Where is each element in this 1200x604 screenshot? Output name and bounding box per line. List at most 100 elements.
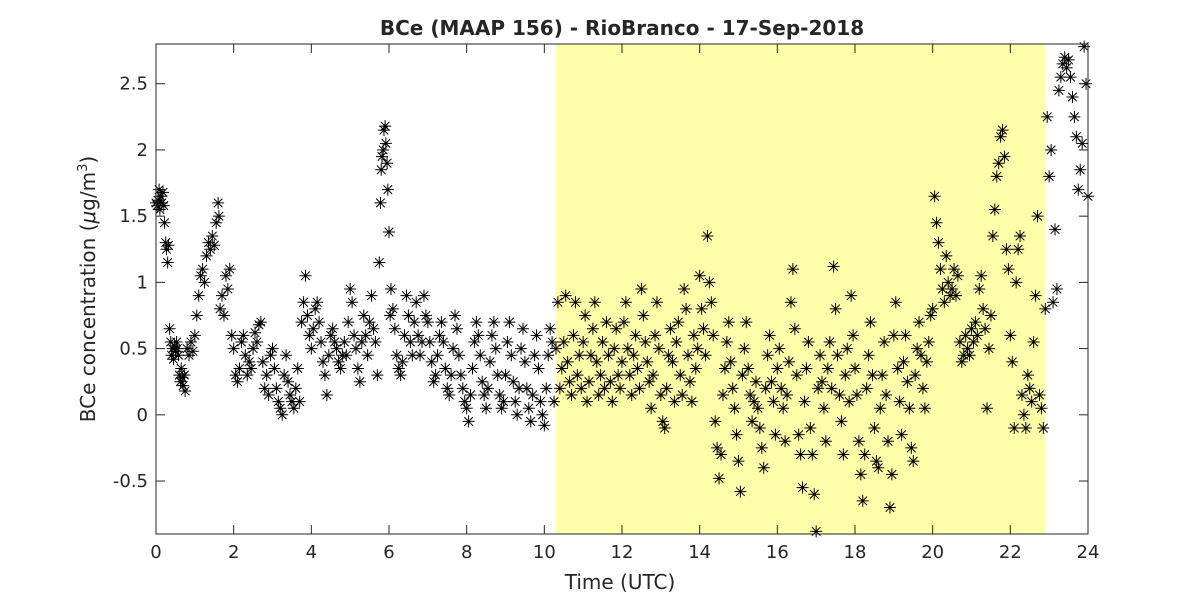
data-point xyxy=(379,120,392,133)
y-tick-label: 0 xyxy=(137,405,148,426)
data-point xyxy=(297,296,310,309)
data-point xyxy=(930,216,943,229)
y-axis-label-sup: 3 xyxy=(76,164,91,172)
data-point xyxy=(233,362,246,375)
data-point xyxy=(363,316,376,329)
data-point xyxy=(396,355,409,368)
data-point xyxy=(526,388,539,401)
data-point xyxy=(160,243,173,256)
data-point xyxy=(602,349,615,362)
data-point xyxy=(468,335,481,348)
x-tick: 2 xyxy=(228,44,239,563)
data-point xyxy=(874,402,887,415)
data-point xyxy=(1060,61,1073,74)
data-point xyxy=(784,296,797,309)
data-point xyxy=(918,402,931,415)
data-point xyxy=(212,210,225,223)
data-point xyxy=(1043,170,1056,183)
data-point xyxy=(476,375,489,388)
data-point xyxy=(270,382,283,395)
data-point xyxy=(1014,230,1027,243)
data-point xyxy=(346,296,359,309)
data-point xyxy=(241,369,254,382)
x-tick-label: 12 xyxy=(611,542,634,563)
data-point xyxy=(530,329,543,342)
data-point xyxy=(386,302,399,315)
data-point xyxy=(454,369,467,382)
data-point xyxy=(210,216,223,229)
data-point xyxy=(1027,335,1040,348)
data-point xyxy=(579,309,592,322)
data-point xyxy=(647,369,660,382)
data-point xyxy=(309,302,322,315)
x-tick-label: 18 xyxy=(844,542,867,563)
data-point xyxy=(289,382,302,395)
data-point xyxy=(1021,369,1034,382)
data-point xyxy=(969,316,982,329)
data-point xyxy=(761,349,774,362)
data-point xyxy=(170,335,183,348)
data-point xyxy=(916,382,929,395)
data-point xyxy=(998,150,1011,163)
data-point xyxy=(775,382,788,395)
data-point xyxy=(975,269,988,282)
data-point xyxy=(1066,90,1079,103)
data-point xyxy=(782,355,795,368)
data-point xyxy=(485,329,498,342)
data-point xyxy=(1052,84,1065,97)
y-tick: -0.5 xyxy=(113,471,1088,492)
data-point xyxy=(872,461,885,474)
data-point xyxy=(503,316,516,329)
data-point xyxy=(283,388,296,401)
data-point xyxy=(305,342,318,355)
data-point xyxy=(544,322,557,335)
data-point xyxy=(612,369,625,382)
data-point xyxy=(823,335,836,348)
data-point xyxy=(474,349,487,362)
data-point xyxy=(1064,71,1077,84)
data-point xyxy=(538,419,551,432)
data-point xyxy=(979,322,992,335)
data-point xyxy=(757,461,770,474)
data-point xyxy=(854,468,867,481)
data-point xyxy=(885,468,898,481)
data-point xyxy=(584,349,597,362)
data-point xyxy=(1045,143,1058,156)
data-point xyxy=(953,335,966,348)
data-point xyxy=(1019,422,1032,435)
data-point xyxy=(376,150,389,163)
data-point xyxy=(913,316,926,329)
data-point xyxy=(359,329,372,342)
data-point xyxy=(794,448,807,461)
data-point xyxy=(625,388,638,401)
data-point xyxy=(965,322,978,335)
data-point xyxy=(330,342,343,355)
data-point xyxy=(384,283,397,295)
data-point xyxy=(282,375,295,388)
data-point xyxy=(507,375,520,388)
data-point xyxy=(592,388,605,401)
data-point xyxy=(176,371,189,384)
data-point xyxy=(567,329,580,342)
data-point xyxy=(217,309,230,322)
x-tick-label: 0 xyxy=(150,542,161,563)
data-point xyxy=(172,349,185,362)
data-point xyxy=(680,302,693,315)
data-point xyxy=(806,448,819,461)
data-point xyxy=(878,335,891,348)
data-point xyxy=(860,382,873,395)
data-point xyxy=(1047,296,1060,309)
data-point xyxy=(893,395,906,408)
data-point xyxy=(841,342,854,355)
data-point xyxy=(400,289,413,302)
data-point xyxy=(351,362,364,375)
data-point xyxy=(817,402,830,415)
y-tick-label: 2 xyxy=(137,140,148,161)
data-point xyxy=(417,289,430,302)
data-point xyxy=(608,342,621,355)
data-point xyxy=(849,362,861,375)
x-tick: 6 xyxy=(383,44,395,563)
data-point xyxy=(1023,382,1036,395)
data-point xyxy=(1008,422,1021,435)
data-point xyxy=(421,316,434,329)
